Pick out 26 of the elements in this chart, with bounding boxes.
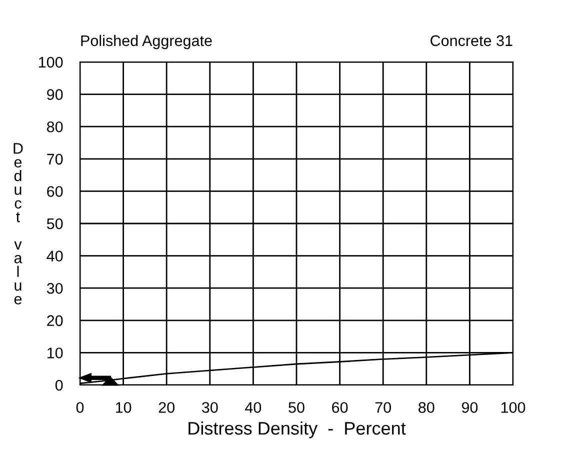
x-tick-label: 0 (76, 402, 84, 413)
y-tick-label: 100 (39, 56, 63, 68)
x-tick-label: 50 (288, 402, 304, 413)
y-tick-label: 50 (46, 218, 63, 230)
y-tick-label: 40 (46, 250, 63, 262)
text: Deduct value (14, 143, 23, 304)
x-tick-label: 30 (202, 402, 218, 413)
x-tick-label: 60 (332, 402, 348, 413)
x-tick-label: 100 (501, 402, 526, 413)
y-tick-label: 80 (47, 121, 63, 132)
y-tick-label: 70 (47, 154, 63, 165)
chart-subtitle: Concrete 31 (430, 35, 512, 46)
y-tick-label: 0 (55, 380, 63, 391)
x-tick-label: 70 (375, 402, 391, 413)
chart-title: Polished Aggregate (81, 34, 212, 50)
x-tick-label: 80 (418, 402, 434, 413)
y-tick-label: 20 (47, 315, 63, 326)
x-axis-title: Distress Density - Percent (188, 421, 406, 438)
x-tick-label: 90 (462, 402, 478, 413)
y-tick-label: 30 (46, 282, 63, 294)
x-tick-label: 40 (245, 402, 262, 413)
y-tick-label: 60 (47, 186, 63, 197)
x-tick-label: 10 (116, 402, 132, 413)
y-tick-label: 10 (48, 348, 63, 358)
x-tick-label: 20 (158, 402, 174, 413)
y-tick-label: 90 (47, 89, 63, 100)
